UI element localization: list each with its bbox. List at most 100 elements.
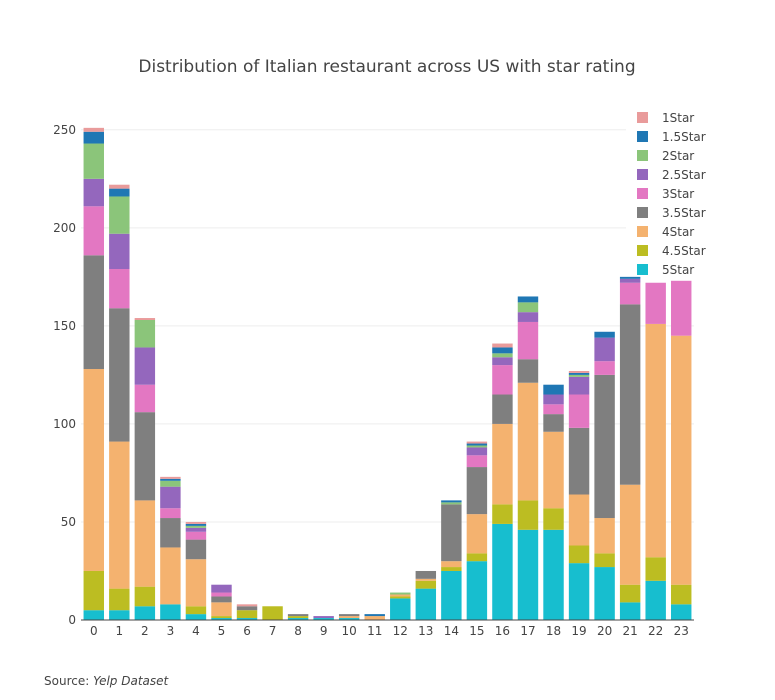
bar-segment <box>619 304 641 485</box>
bar-segment <box>185 559 207 607</box>
bar-segment <box>185 606 207 615</box>
legend-label: 2.5Star <box>662 168 706 182</box>
bar-segment <box>160 508 181 519</box>
bar-segment <box>109 188 130 197</box>
bar-segment <box>466 445 488 448</box>
chart-title: Distribution of Italian restaurant acros… <box>138 57 635 77</box>
bar-segment <box>364 614 385 617</box>
bar-segment <box>211 584 232 593</box>
bar-segment <box>338 614 360 617</box>
bar-segment <box>160 486 181 509</box>
x-tick-label: 2 <box>141 624 149 638</box>
bar-segment <box>466 467 488 515</box>
bar-segment <box>568 563 590 620</box>
bar-segment <box>134 586 156 607</box>
bar-segment <box>185 527 207 532</box>
bar-segment <box>109 269 130 309</box>
legend-label: 4.5Star <box>662 244 706 258</box>
bar-segment <box>466 455 488 468</box>
bar-segment <box>594 567 615 620</box>
bar-segment <box>441 502 462 505</box>
bar-segment <box>109 196 130 234</box>
bar-segment <box>594 374 615 519</box>
bar-segment <box>83 178 104 207</box>
bar-segment <box>671 280 692 336</box>
bar-segment <box>492 423 513 505</box>
bar-segment <box>287 618 309 620</box>
bar-segment <box>160 476 181 479</box>
bar-segment <box>645 557 666 581</box>
bar-segment <box>313 616 334 619</box>
bar-segment <box>671 335 692 585</box>
legend-swatch <box>637 150 648 161</box>
x-tick-label: 3 <box>167 624 175 638</box>
bar-segment <box>185 521 207 524</box>
bar-segment <box>390 592 411 595</box>
bar-segment <box>83 206 104 256</box>
bar-segment <box>466 553 488 562</box>
bar-segment <box>619 278 641 283</box>
bar-segment <box>211 618 232 620</box>
bar-segment <box>492 365 513 395</box>
x-tick-label: 0 <box>90 624 98 638</box>
x-tick-label: 10 <box>342 624 357 638</box>
bar-segment <box>211 602 232 617</box>
bar-segment <box>671 604 692 620</box>
bar-segment <box>492 523 513 620</box>
source-name: Yelp Dataset <box>93 674 169 688</box>
y-tick-label: 150 <box>53 319 76 333</box>
legend-label: 3.5Star <box>662 206 706 220</box>
bar-segment <box>619 602 641 620</box>
bar-segment <box>160 518 181 548</box>
legend-label: 5Star <box>662 263 694 277</box>
bar-segment <box>568 374 590 377</box>
bar-segment <box>568 494 590 546</box>
y-tick-label: 250 <box>53 123 76 137</box>
bar-segment <box>415 578 437 581</box>
bar-segment <box>466 443 488 446</box>
x-tick-label: 13 <box>418 624 433 638</box>
bar-segment <box>568 394 590 428</box>
bar-segment <box>236 604 258 607</box>
bar-segment <box>109 308 130 442</box>
bar-segment <box>466 447 488 456</box>
x-tick-label: 20 <box>597 624 612 638</box>
bar-segment <box>543 404 564 415</box>
legend-swatch <box>637 112 648 123</box>
bar-segment <box>236 610 258 619</box>
bar-segment <box>543 508 564 530</box>
bar-segment <box>390 596 411 599</box>
bar-segment <box>568 427 590 495</box>
bar-segment <box>466 441 488 444</box>
y-tick-label: 200 <box>53 221 76 235</box>
bar-segment <box>236 618 258 620</box>
bar-segment <box>594 518 615 554</box>
bar-segment <box>185 531 207 540</box>
bar-segment <box>160 478 181 481</box>
x-tick-label: 17 <box>520 624 535 638</box>
x-tick-label: 23 <box>674 624 689 638</box>
bar-segment <box>338 616 360 619</box>
bar-segment <box>594 337 615 362</box>
bar-segment <box>134 318 156 320</box>
bar-segment <box>619 584 641 603</box>
bar-segment <box>568 372 590 375</box>
bar-segment <box>492 357 513 366</box>
x-tick-label: 18 <box>546 624 561 638</box>
source-prefix: Source: <box>44 674 94 688</box>
bars <box>83 127 692 620</box>
bar-segment <box>134 606 156 620</box>
bar-segment <box>594 553 615 568</box>
bar-segment <box>543 394 564 405</box>
bar-segment <box>517 312 539 322</box>
bar-segment <box>109 610 130 620</box>
bar-segment <box>364 616 385 620</box>
bar-segment <box>134 347 156 385</box>
legend-label: 1Star <box>662 111 694 125</box>
bar-segment <box>185 614 207 620</box>
bar-segment <box>441 500 462 503</box>
bar-segment <box>645 323 666 558</box>
x-tick-label: 16 <box>495 624 510 638</box>
legend-swatch <box>637 264 648 275</box>
